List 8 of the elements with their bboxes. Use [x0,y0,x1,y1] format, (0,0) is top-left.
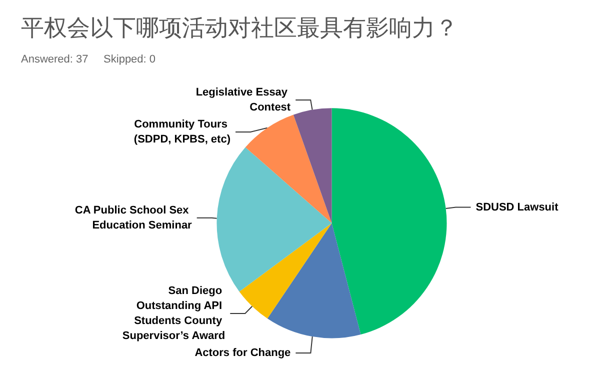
slice-label: San Diego Outstanding API Students County Supervisor’s Award [122,284,226,342]
chart-subtitle: Answered: 37 Skipped: 0 [21,54,156,66]
slice-label: Community Tours (SDPD, KPBS, etc) [134,118,231,146]
slice-label: Legislative Essay Contest [196,86,291,114]
slice-label: SDUSD Lawsuit [476,201,559,214]
slice-label: CA Public School Sex Education Seminar [74,204,193,232]
chart-title: 平权会以下哪项活动对社区最具有影响力？ [21,16,458,42]
slice-label: Actors for Change [194,346,291,359]
